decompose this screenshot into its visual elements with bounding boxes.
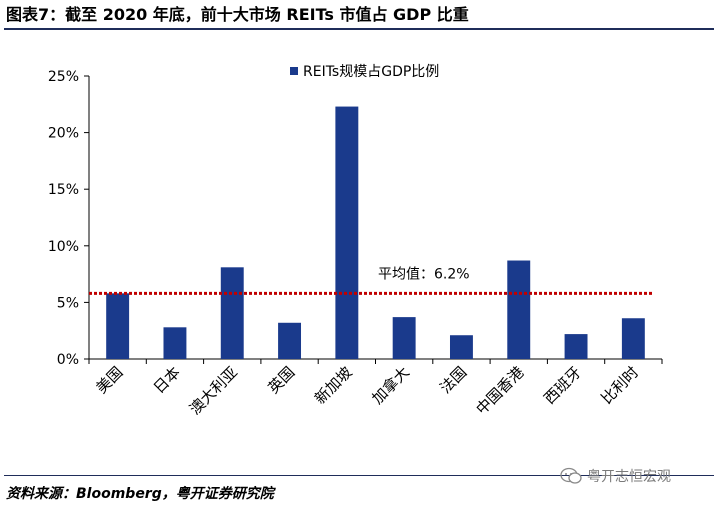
x-tick-label: 加拿大: [368, 363, 413, 408]
source-divider: [4, 475, 714, 476]
y-tick-label: 20%: [48, 126, 79, 142]
y-tick-label: 15%: [48, 182, 79, 198]
x-axis: [88, 358, 663, 364]
legend: REITs规模占GDP比例: [290, 64, 439, 80]
y-tick-label: 25%: [48, 69, 79, 85]
x-tick-label: 日本: [150, 363, 184, 397]
x-tick-label: 美国: [93, 363, 127, 397]
x-tick-label: 比利时: [598, 363, 643, 408]
watermark: 粤开志恒宏观: [560, 466, 671, 486]
bar: [220, 267, 244, 359]
x-tick-label: 西班牙: [540, 363, 585, 408]
bar: [163, 327, 187, 359]
legend-label: REITs规模占GDP比例: [303, 64, 439, 80]
title-divider: [4, 28, 714, 30]
y-axis: 0% 5% 10% 15% 20% 25%: [48, 69, 90, 368]
x-tick-label: 澳大利亚: [186, 363, 241, 418]
bar: [621, 318, 645, 359]
x-tick-label: 英国: [264, 363, 298, 397]
y-tick-label: 0%: [57, 352, 79, 368]
x-tick-label: 中国香港: [472, 363, 527, 418]
average-reference: 平均值：6.2%: [89, 266, 654, 295]
bar: [449, 335, 473, 359]
chat-bubble-icon: [560, 467, 582, 484]
category-labels: 美国 日本 澳大利亚 英国 新加坡 加拿大 法国 中国香港 西班牙 比利时: [93, 363, 643, 418]
legend-swatch: [290, 67, 298, 75]
bar: [507, 260, 531, 359]
source-note: 资料来源：Bloomberg，粤开证券研究院: [6, 486, 274, 502]
bar: [335, 106, 359, 360]
x-tick-label: 法国: [436, 363, 470, 397]
bars: [106, 106, 645, 360]
bar: [392, 317, 416, 359]
bar: [278, 322, 302, 359]
bar: [564, 334, 588, 359]
x-tick-label: 新加坡: [311, 363, 356, 408]
average-label: 平均值：6.2%: [378, 266, 470, 282]
bar: [106, 293, 130, 359]
y-tick-label: 5%: [57, 295, 79, 311]
figure-title: 图表7：截至 2020 年底，前十大市场 REITs 市值占 GDP 比重: [6, 5, 469, 24]
watermark-text: 粤开志恒宏观: [587, 469, 671, 485]
y-tick-label: 10%: [48, 239, 79, 255]
